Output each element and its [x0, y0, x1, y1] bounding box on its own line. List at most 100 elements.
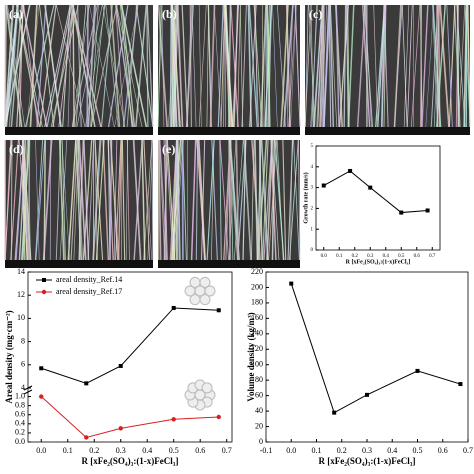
- y-tick-label: 0.0: [15, 437, 25, 446]
- fiber: [161, 4, 165, 128]
- y-tick-label: 8: [21, 336, 25, 345]
- sem-image: (e): [157, 139, 301, 268]
- fiber: [421, 4, 429, 128]
- fiber: [117, 139, 123, 261]
- fiber: [35, 139, 46, 261]
- fiber: [259, 4, 267, 128]
- fiber: [455, 4, 459, 128]
- fiber: [268, 139, 278, 261]
- data-point: [216, 308, 221, 313]
- data-point: [321, 183, 326, 188]
- fiber: [198, 4, 202, 128]
- fiber: [26, 4, 40, 128]
- fiber: [433, 4, 441, 128]
- legend-label: areal density_Ref.14: [56, 275, 122, 284]
- fiber: [410, 4, 421, 128]
- fiber: [87, 4, 97, 128]
- fiber: [121, 4, 136, 128]
- fiber: [263, 139, 273, 261]
- series-line: [323, 170, 428, 214]
- fiber: [260, 139, 269, 261]
- fiber: [401, 4, 408, 128]
- plot-frame: [315, 145, 441, 251]
- x-tick-label: 0.6: [414, 254, 421, 259]
- fiber: [217, 4, 224, 128]
- fiber: [125, 139, 129, 261]
- y-tick-label: 80: [255, 375, 263, 384]
- x-tick-label: 0.6: [195, 446, 205, 455]
- x-tick-label: 0.7: [463, 446, 473, 455]
- fiber: [219, 139, 222, 261]
- y-tick-label: 0.4: [15, 419, 25, 428]
- fiber: [44, 4, 71, 128]
- fiber: [287, 139, 294, 261]
- data-point: [39, 366, 44, 371]
- fiber: [209, 4, 216, 128]
- fiber: [190, 139, 197, 261]
- fiber: [83, 139, 90, 261]
- x-tick-label: 0.4: [387, 446, 397, 455]
- fiber: [448, 4, 456, 128]
- y-tick-label: 0: [311, 248, 314, 253]
- x-tick-label: 0.0: [286, 446, 296, 455]
- fiber: [119, 4, 133, 128]
- x-tick-label: 0.3: [367, 254, 374, 259]
- fiber: [329, 4, 335, 128]
- fiber: [10, 4, 23, 128]
- fiber-icon: [199, 276, 211, 288]
- x-tick-label: 0.4: [142, 446, 152, 455]
- fiber: [56, 4, 86, 128]
- y-tick-label: 1: [311, 227, 314, 232]
- legend-marker: [42, 278, 46, 282]
- fiber: [262, 139, 269, 261]
- fiber: [110, 139, 119, 261]
- fiber: [39, 4, 57, 128]
- fiber: [146, 4, 149, 128]
- fiber: [15, 139, 25, 261]
- x-tick-label: 0.2: [352, 254, 359, 259]
- fiber: [166, 139, 176, 261]
- y-tick-label: 220: [251, 267, 263, 276]
- fiber: [94, 139, 104, 261]
- x-tick-label: 0.5: [398, 254, 405, 259]
- fiber: [78, 139, 83, 261]
- fiber: [102, 139, 110, 261]
- fiber: [116, 4, 143, 128]
- data-point: [425, 208, 430, 213]
- fiber: [16, 4, 24, 128]
- x-tick-label: 0.0: [321, 254, 328, 259]
- fiber: [219, 139, 230, 261]
- fiber: [465, 4, 468, 128]
- fiber: [132, 139, 142, 261]
- fiber-icon: [194, 285, 206, 297]
- fiber: [235, 139, 240, 261]
- sem-image: (d): [4, 139, 154, 268]
- y-axis-label: Growth rate (mm/s): [302, 172, 309, 223]
- fiber: [143, 139, 151, 261]
- fiber: [72, 4, 102, 128]
- x-tick-label: 0.2: [89, 446, 99, 455]
- panel-label: (e): [162, 142, 175, 156]
- fiber: [67, 139, 77, 261]
- panel-label: (a): [9, 7, 23, 21]
- fiber: [171, 4, 178, 128]
- fiber: [363, 4, 373, 128]
- fiber: [206, 4, 209, 128]
- fiber: [432, 4, 439, 128]
- x-tick-label: 0.5: [413, 446, 423, 455]
- y-tick-label: 0.8: [15, 400, 25, 409]
- fiber: [248, 4, 258, 128]
- fiber: [229, 139, 232, 261]
- fiber: [135, 4, 154, 128]
- fiber: [89, 4, 115, 128]
- fiber: [4, 4, 15, 128]
- fiber: [233, 139, 244, 261]
- fiber: [90, 4, 105, 128]
- fiber: [113, 139, 118, 261]
- fiber: [93, 139, 102, 261]
- fiber: [8, 4, 19, 128]
- fiber: [21, 139, 30, 261]
- fiber: [373, 4, 379, 128]
- fiber: [27, 139, 31, 261]
- fiber: [282, 139, 287, 261]
